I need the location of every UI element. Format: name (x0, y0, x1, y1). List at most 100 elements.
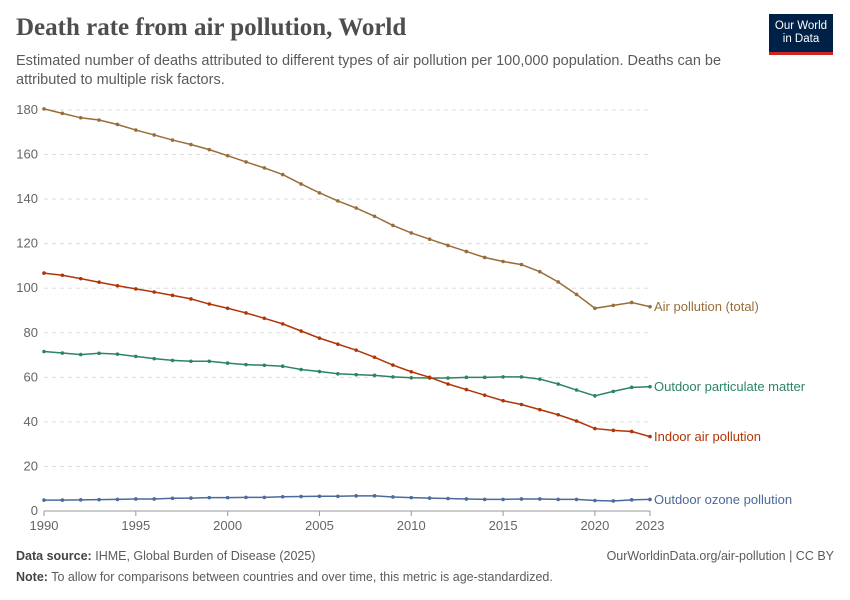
data-point[interactable] (501, 259, 505, 264)
data-point[interactable] (372, 355, 377, 360)
data-point[interactable] (115, 352, 120, 356)
data-point[interactable] (134, 128, 138, 132)
data-point[interactable] (629, 429, 634, 434)
data-point[interactable] (391, 363, 395, 367)
data-point[interactable] (189, 297, 193, 301)
data-point[interactable] (391, 495, 395, 499)
data-point[interactable] (611, 303, 616, 308)
data-point[interactable] (97, 351, 101, 356)
data-point[interactable] (482, 255, 487, 260)
data-point[interactable] (538, 407, 542, 412)
data-point[interactable] (262, 316, 267, 321)
data-point[interactable] (78, 352, 83, 357)
source-text[interactable]: IHME, Global Burden of Disease (2025) (95, 549, 316, 563)
series-line[interactable] (43, 350, 651, 397)
data-point[interactable] (464, 249, 469, 254)
data-point[interactable] (42, 349, 46, 354)
data-point[interactable] (519, 402, 524, 407)
data-point[interactable] (629, 300, 634, 305)
data-point[interactable] (317, 191, 322, 195)
data-point[interactable] (207, 147, 212, 152)
data-point[interactable] (170, 496, 175, 501)
data-point[interactable] (427, 237, 432, 242)
data-point[interactable] (280, 494, 285, 499)
data-point[interactable] (170, 138, 175, 142)
data-point[interactable] (115, 283, 120, 288)
data-point[interactable] (207, 495, 212, 500)
data-point[interactable] (78, 498, 83, 502)
data-point[interactable] (409, 369, 414, 374)
data-point[interactable] (409, 375, 414, 380)
data-point[interactable] (262, 363, 267, 368)
data-point[interactable] (611, 389, 616, 394)
data-point[interactable] (189, 142, 193, 147)
data-point[interactable] (446, 496, 450, 501)
data-point[interactable] (299, 494, 303, 499)
data-point[interactable] (482, 497, 487, 502)
data-point[interactable] (317, 494, 322, 499)
data-point[interactable] (482, 375, 487, 380)
data-point[interactable] (464, 387, 469, 392)
series-label[interactable]: Indoor air pollution (654, 429, 761, 444)
data-point[interactable] (189, 359, 193, 364)
data-point[interactable] (538, 497, 542, 501)
data-point[interactable] (372, 494, 377, 498)
data-point[interactable] (42, 498, 46, 502)
data-point[interactable] (629, 385, 634, 390)
data-point[interactable] (78, 115, 83, 120)
data-point[interactable] (60, 498, 65, 502)
data-point[interactable] (354, 372, 358, 377)
data-point[interactable] (354, 348, 358, 352)
data-point[interactable] (97, 497, 101, 502)
data-point[interactable] (170, 358, 175, 363)
data-point[interactable] (97, 118, 101, 122)
data-point[interactable] (60, 273, 65, 278)
data-point[interactable] (280, 322, 285, 326)
data-point[interactable] (152, 133, 156, 137)
data-point[interactable] (538, 377, 542, 381)
data-point[interactable] (244, 495, 248, 500)
data-point[interactable] (97, 280, 101, 285)
data-point[interactable] (574, 292, 579, 297)
data-point[interactable] (280, 172, 285, 177)
data-point[interactable] (317, 336, 322, 340)
data-point[interactable] (280, 364, 285, 368)
data-point[interactable] (262, 166, 267, 170)
data-point[interactable] (593, 426, 597, 431)
data-point[interactable] (134, 497, 138, 501)
data-point[interactable] (225, 495, 230, 500)
data-point[interactable] (170, 293, 175, 298)
data-point[interactable] (115, 122, 120, 127)
data-point[interactable] (446, 243, 450, 248)
data-point[interactable] (225, 306, 230, 311)
data-point[interactable] (134, 287, 138, 291)
data-point[interactable] (354, 494, 358, 498)
data-point[interactable] (115, 497, 120, 502)
data-point[interactable] (409, 231, 414, 235)
data-point[interactable] (336, 199, 340, 203)
series-line[interactable] (44, 495, 651, 502)
series-line[interactable] (43, 108, 651, 310)
data-point[interactable] (372, 373, 377, 378)
data-point[interactable] (519, 497, 524, 501)
data-point[interactable] (611, 428, 616, 433)
source-url[interactable]: OurWorldinData.org/air-pollution | CC BY (606, 549, 834, 563)
data-point[interactable] (574, 388, 579, 392)
data-point[interactable] (593, 306, 597, 311)
data-point[interactable] (427, 496, 432, 500)
data-point[interactable] (207, 302, 212, 306)
data-point[interactable] (134, 354, 138, 359)
data-point[interactable] (60, 111, 65, 116)
data-point[interactable] (574, 419, 579, 423)
data-point[interactable] (593, 498, 597, 503)
data-point[interactable] (152, 497, 156, 501)
owid-logo[interactable]: Our World in Data (769, 14, 833, 55)
data-point[interactable] (299, 182, 303, 186)
data-point[interactable] (152, 356, 156, 361)
data-point[interactable] (556, 382, 560, 386)
series-line[interactable] (43, 272, 651, 438)
data-point[interactable] (593, 394, 597, 398)
data-point[interactable] (409, 495, 414, 500)
data-point[interactable] (372, 214, 377, 219)
data-point[interactable] (464, 375, 469, 380)
